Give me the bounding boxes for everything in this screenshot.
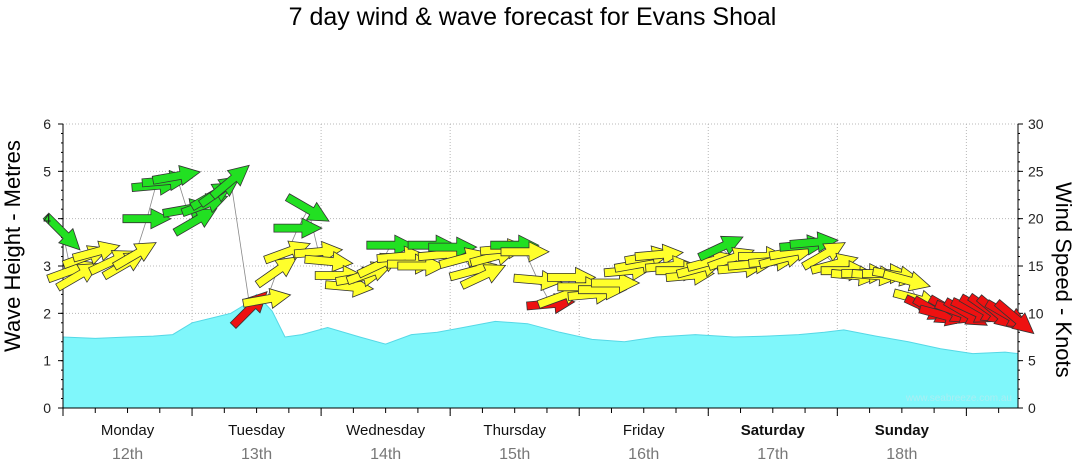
wind-arrow-shape [591, 272, 641, 294]
wind-arrow [254, 256, 298, 289]
right-tick-label: 5 [1028, 353, 1036, 369]
wind-arrow [459, 264, 507, 290]
wind-arrow-shape [254, 256, 298, 289]
wind-arrow [71, 240, 121, 263]
day-label-wednesday: Wednesday [346, 422, 425, 439]
right-tick-label: 20 [1028, 211, 1044, 227]
wind-arrow [882, 269, 932, 292]
wind-arrow-shape [397, 255, 447, 277]
day-label-saturday: Saturday [741, 422, 806, 439]
wave-series-line [62, 293, 1019, 355]
date-label: 14th [370, 446, 401, 463]
wind-arrow-shape [801, 242, 846, 271]
chart-title: 7 day wind & wave forecast for Evans Sho… [288, 3, 777, 31]
wind-arrow [42, 212, 81, 251]
wind-arrow-shape [304, 251, 354, 273]
day-label-sunday: Sunday [875, 422, 930, 439]
wind-arrow-shape [42, 212, 81, 251]
left-tick-label: 5 [43, 163, 51, 179]
date-label: 16th [628, 446, 659, 463]
left-tick-label: 6 [43, 116, 51, 132]
wind-arrow [801, 242, 846, 271]
wind-arrow-shape [993, 299, 1035, 335]
wind-arrow-shape [111, 242, 157, 271]
wind-arrow [242, 287, 292, 309]
wind-arrow-shape [209, 164, 250, 200]
right-tick-label: 10 [1028, 305, 1044, 321]
right-tick-label: 0 [1028, 400, 1036, 416]
wind-arrow-shape [459, 264, 507, 290]
wind-arrow [111, 242, 157, 271]
date-label: 18th [886, 446, 917, 463]
wind-arrow [209, 164, 250, 200]
wind-arrow-shape [151, 164, 202, 186]
wind-arrow-shape [284, 193, 330, 222]
wind-arrows [42, 164, 1035, 335]
wind-arrow [151, 164, 202, 186]
wind-arrow [697, 235, 744, 262]
wind-arrow-shape [500, 241, 550, 263]
wind-arrow-shape [242, 287, 292, 309]
day-label-friday: Friday [623, 422, 665, 439]
left-tick-label: 3 [43, 258, 51, 274]
wind-arrow [993, 299, 1035, 335]
wave-area [62, 293, 1019, 408]
date-label: 13th [241, 446, 272, 463]
day-label-thursday: Thursday [483, 422, 546, 439]
watermark: www.seabreeze.com.au [905, 393, 1012, 404]
wind-arrow [284, 193, 330, 222]
wind-arrow-shape [273, 217, 323, 239]
left-tick-label: 0 [43, 400, 51, 416]
left-tick-label: 1 [43, 353, 51, 369]
left-tick-label: 4 [43, 211, 51, 227]
wind-arrow [122, 208, 172, 230]
right-tick-label: 25 [1028, 163, 1044, 179]
right-tick-label: 15 [1028, 258, 1044, 274]
wind-arrow [273, 217, 323, 239]
wind-arrow-shape [172, 208, 218, 237]
day-label-tuesday: Tuesday [228, 422, 285, 439]
wind-arrow-shape [882, 269, 932, 292]
wind-arrow [500, 241, 550, 263]
wave-series-area [63, 294, 1018, 408]
date-label: 12th [112, 446, 143, 463]
day-label-monday: Monday [101, 422, 155, 439]
wind-arrow-shape [71, 240, 121, 263]
wind-arrow [304, 251, 354, 273]
wind-arrow-shape [697, 235, 744, 262]
wind-arrow [397, 255, 447, 277]
date-label: 15th [499, 446, 530, 463]
left-tick-label: 2 [43, 305, 51, 321]
axis-labels: 0 1 2 3 4 5 6 0 5 10 15 20 25 30 Monday 12th Tuesday 13th… [43, 116, 1044, 463]
wind-arrow [591, 272, 641, 294]
wind-arrow [172, 208, 218, 237]
date-label: 17th [757, 446, 788, 463]
wind-arrow-shape [122, 208, 172, 230]
axes [58, 123, 1023, 416]
right-tick-label: 30 [1028, 116, 1044, 132]
